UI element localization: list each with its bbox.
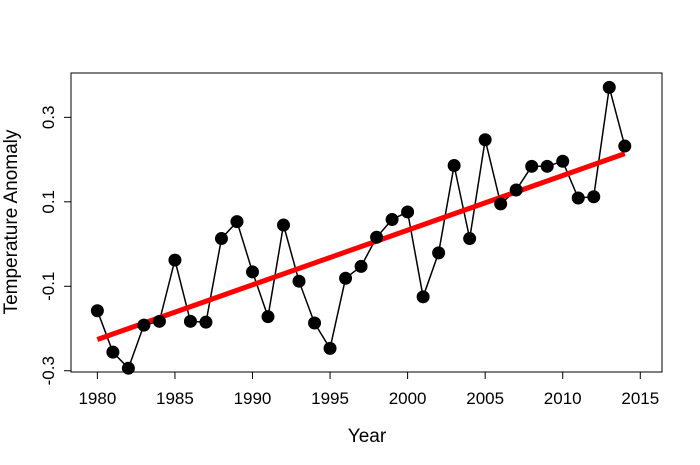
data-point-1990	[245, 265, 259, 279]
data-point-1983	[137, 318, 151, 332]
data-point-2003	[447, 158, 461, 172]
series-line-temperature-anomaly	[96, 87, 626, 370]
data-point-2000	[401, 205, 415, 219]
data-point-1993	[292, 274, 306, 288]
data-point-1999	[385, 213, 399, 227]
x-tick-label-1980: 1980	[78, 389, 116, 408]
x-tick-label-2015: 2015	[621, 389, 659, 408]
x-tick-label-1990: 1990	[234, 389, 272, 408]
data-point-1991	[261, 310, 275, 324]
x-axis: 1980 1985 1990 1995 2000 2005 2010 2015	[78, 371, 659, 408]
data-point-1980	[90, 304, 104, 318]
x-tick-label-2000: 2000	[389, 389, 427, 408]
data-point-2001	[416, 290, 430, 304]
data-point-1989	[230, 215, 244, 229]
data-point-2010	[556, 154, 570, 168]
plot-area	[90, 80, 632, 375]
x-tick-label-1995: 1995	[311, 389, 349, 408]
y-tick-label-0.3: 0.3	[39, 106, 58, 130]
data-point-1982	[121, 361, 135, 375]
y-axis: -0.3 -0.1 0.1 0.3	[39, 106, 72, 385]
data-point-1981	[106, 345, 120, 359]
data-point-2009	[540, 159, 554, 173]
data-point-1995	[323, 341, 337, 355]
data-point-1996	[339, 271, 353, 285]
data-point-2002	[432, 246, 446, 260]
x-axis-label: Year	[348, 426, 387, 447]
data-point-1997	[354, 259, 368, 273]
data-point-2006	[494, 197, 508, 211]
data-point-2005	[478, 133, 492, 147]
trend-line	[96, 151, 626, 342]
x-tick-label-2010: 2010	[544, 389, 582, 408]
x-tick-label-1985: 1985	[156, 389, 194, 408]
y-tick-label-0.1: 0.1	[39, 190, 58, 214]
data-point-2008	[525, 159, 539, 173]
data-point-2014	[618, 139, 632, 153]
data-point-1987	[199, 315, 213, 329]
x-tick-label-2005: 2005	[466, 389, 504, 408]
data-point-2011	[571, 191, 585, 205]
data-point-2013	[602, 80, 616, 94]
data-point-2004	[463, 232, 477, 246]
y-axis-label: Temperature Anomaly	[1, 129, 22, 314]
data-point-2007	[509, 183, 523, 197]
data-point-1998	[370, 230, 384, 244]
data-point-2012	[587, 190, 601, 204]
data-point-1984	[152, 314, 166, 328]
data-point-1986	[183, 314, 197, 328]
data-point-1988	[214, 232, 228, 246]
data-point-1992	[277, 218, 291, 232]
y-tick-label--0.3: -0.3	[39, 356, 58, 385]
y-tick-label--0.1: -0.1	[39, 272, 58, 301]
data-point-1994	[308, 316, 322, 330]
data-point-1985	[168, 253, 182, 267]
